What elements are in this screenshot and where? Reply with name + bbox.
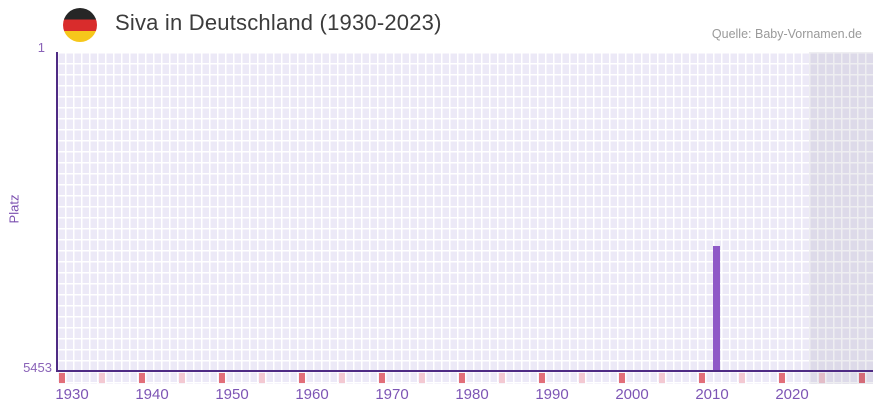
decade-mark-1950	[218, 373, 225, 383]
plot-grid-background	[57, 52, 873, 384]
decade-mark-2010	[698, 373, 705, 383]
x-axis-tick-label-1950: 1950	[215, 386, 249, 403]
x-axis-tick-label-1940: 1940	[135, 386, 169, 403]
decade-mark-2020	[778, 373, 785, 383]
x-axis-line	[56, 370, 873, 372]
chart-title: Siva in Deutschland (1930-2023)	[115, 10, 442, 35]
decade-mark-1960	[298, 373, 305, 383]
decade-mark-1980	[458, 373, 465, 383]
x-axis-tick-label-1930: 1930	[55, 386, 89, 403]
x-axis-tick-label-1980: 1980	[455, 386, 489, 403]
decade-mark-2000	[618, 373, 625, 383]
rank-bar-2012[interactable]	[712, 246, 720, 370]
decade-mark-2030	[858, 373, 865, 383]
x-axis-tick-label-2000: 2000	[615, 386, 649, 403]
decade-mark-1930	[58, 373, 65, 383]
half-decade-mark-1985	[498, 373, 505, 383]
half-decade-mark-1975	[418, 373, 425, 383]
half-decade-mark-2025	[818, 373, 825, 383]
x-axis-tick-label-1990: 1990	[535, 386, 569, 403]
x-axis-tick-label-1970: 1970	[375, 386, 409, 403]
y-axis-top-label: 1	[37, 40, 45, 55]
half-decade-mark-2005	[658, 373, 665, 383]
half-decade-mark-1965	[338, 373, 345, 383]
x-axis-tick-label-2020: 2020	[775, 386, 809, 403]
x-axis-tick-label-1960: 1960	[295, 386, 329, 403]
germany-flag-icon	[63, 8, 97, 42]
x-axis-tick-label-2010: 2010	[695, 386, 729, 403]
half-decade-mark-1955	[258, 373, 265, 383]
y-axis-line	[56, 52, 58, 372]
decade-mark-1970	[378, 373, 385, 383]
y-axis-bottom-label: 5453	[23, 360, 52, 375]
decade-mark-1990	[538, 373, 545, 383]
source-credit: Quelle: Baby-Vornamen.de	[711, 27, 862, 41]
half-decade-mark-2015	[738, 373, 745, 383]
y-axis-title: Platz	[6, 194, 22, 224]
half-decade-mark-1995	[578, 373, 585, 383]
decade-mark-1940	[138, 373, 145, 383]
half-decade-mark-1945	[178, 373, 185, 383]
half-decade-mark-1935	[98, 373, 105, 383]
